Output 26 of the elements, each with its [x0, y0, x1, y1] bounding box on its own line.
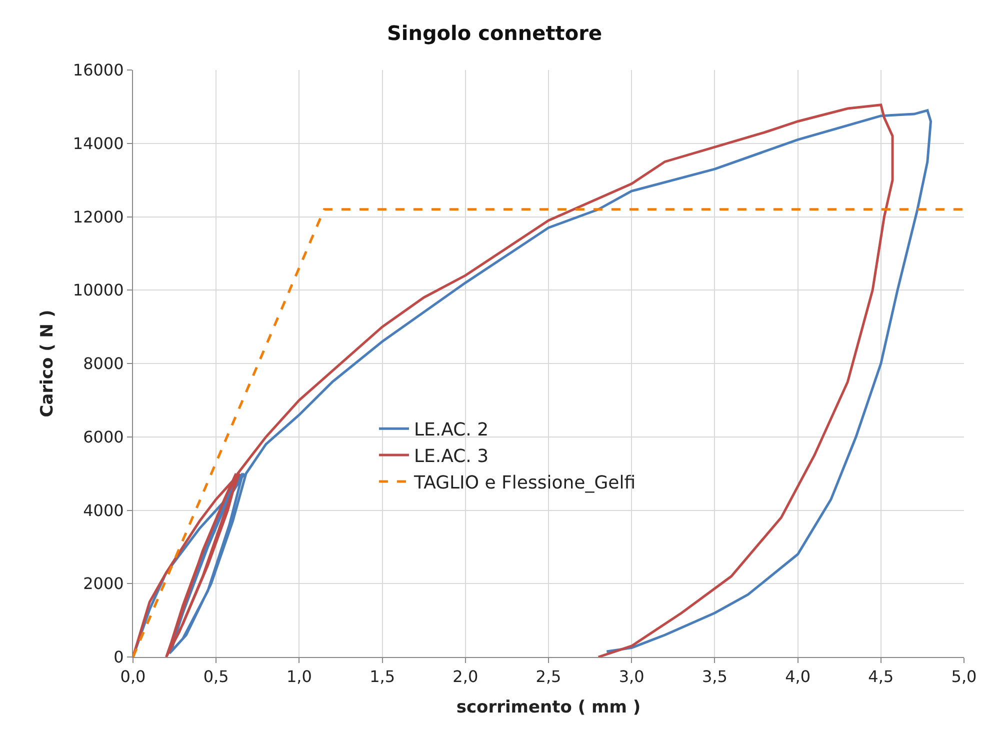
y-tick-label: 16000: [72, 60, 124, 80]
y-tick-label: 4000: [83, 500, 124, 520]
x-tick-label: 2,5: [536, 667, 562, 686]
legend-label: LE.AC. 3: [414, 446, 489, 468]
x-tick-label: 1,0: [286, 667, 312, 686]
x-tick-label: 1,5: [370, 667, 396, 686]
y-tick-label: 10000: [72, 280, 124, 300]
y-tick-label: 14000: [72, 134, 124, 153]
x-tick-label: 0,0: [120, 667, 146, 686]
x-tick-label: 4,5: [868, 667, 894, 686]
x-tick-label: 0,5: [203, 667, 229, 686]
y-tick-label: 12000: [72, 207, 124, 226]
x-tick-label: 3,5: [702, 667, 728, 686]
legend-label: TAGLIO e Flessione_Gelfi: [412, 472, 636, 494]
y-tick-label: 6000: [83, 427, 124, 446]
y-axis-title: Carico ( N ): [37, 310, 58, 418]
x-tick-label: 5,0: [951, 667, 977, 686]
y-tick-label: 0: [114, 648, 124, 667]
chart-title: Singolo connettore: [386, 21, 602, 46]
legend-label: LE.AC. 2: [414, 420, 489, 441]
y-tick-label: 8000: [83, 354, 124, 374]
x-tick-label: 3,0: [618, 667, 644, 686]
x-tick-label: 2,0: [452, 667, 478, 686]
y-tick-label: 2000: [83, 574, 124, 594]
x-axis-title: scorrimento ( mm ): [456, 698, 641, 718]
x-tick-label: 4,0: [785, 667, 811, 686]
